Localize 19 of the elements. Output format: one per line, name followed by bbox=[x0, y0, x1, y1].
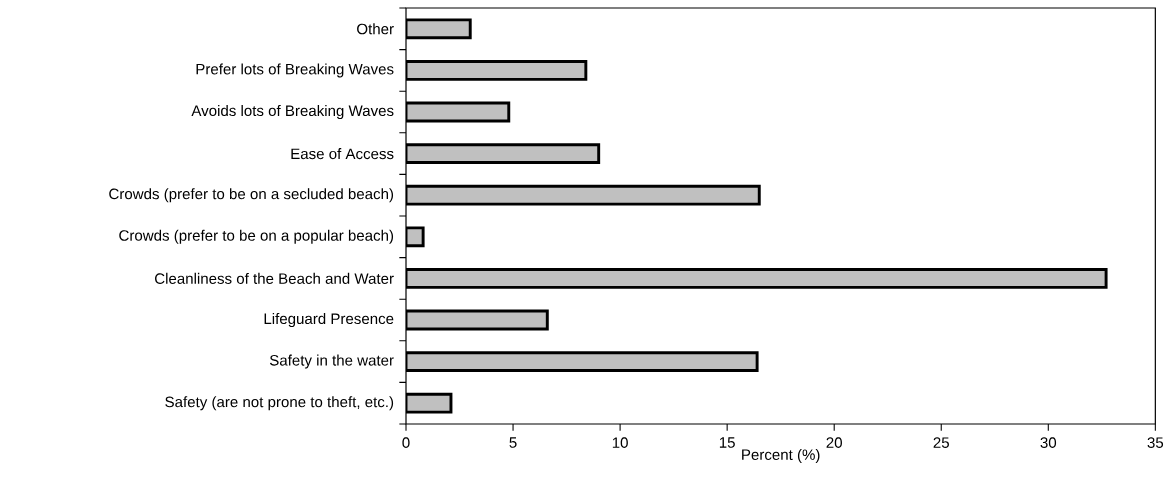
x-tick-label: 10 bbox=[612, 437, 628, 448]
y-tick-label: Ease of Access bbox=[291, 148, 394, 160]
y-tick-label: Cleanliness of the Beach and Water bbox=[155, 272, 394, 284]
y-tick-label: Crowds (prefer to be on a popular beach) bbox=[119, 229, 394, 244]
y-tick-label: Safety in the water bbox=[269, 354, 394, 369]
y-tick-label: Lifeguard Presence bbox=[264, 312, 394, 328]
y-tick-label: Crowds (prefer to be on a secluded beach) bbox=[109, 188, 394, 203]
x-tick-label: 0 bbox=[402, 437, 410, 448]
y-tick-label: Avoids lots of Breaking Waves bbox=[191, 104, 394, 120]
y-tick-label: Prefer lots of Breaking Waves bbox=[196, 63, 394, 78]
x-tick-label: 25 bbox=[933, 437, 949, 448]
x-tick-label: 5 bbox=[509, 437, 517, 448]
x-tick-label: 15 bbox=[719, 437, 735, 448]
y-tick-label: Safety (are not prone to theft, etc.) bbox=[165, 396, 394, 411]
x-tick-label: 20 bbox=[826, 437, 842, 448]
x-tick-label: 30 bbox=[1040, 437, 1057, 448]
x-tick-label: 35 bbox=[1147, 437, 1164, 448]
x-axis-title: Percent (%) bbox=[742, 448, 820, 463]
y-tick-label: Other bbox=[357, 23, 394, 35]
